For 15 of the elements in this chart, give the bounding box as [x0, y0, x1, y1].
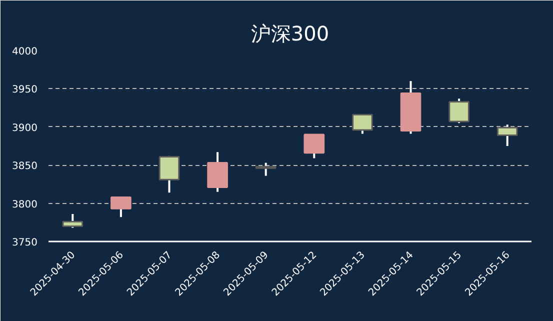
candlestick: [62, 212, 84, 229]
candlestick: [110, 196, 132, 218]
candlestick: [352, 114, 373, 135]
candlestick: [255, 162, 276, 177]
candlestick: [496, 124, 518, 147]
candlestick: [158, 154, 180, 194]
y-tick-label: 4000: [12, 46, 38, 58]
y-tick-label: 3900: [12, 122, 38, 134]
y-tick-label: 3950: [12, 84, 38, 96]
y-tick-label: 3800: [12, 199, 38, 210]
candlestick: [448, 98, 470, 124]
chart-title: 沪深300: [250, 22, 330, 46]
candlestick: [304, 134, 325, 160]
y-tick-label: 3850: [12, 161, 38, 172]
y-tick-label: 3750: [12, 238, 38, 248]
